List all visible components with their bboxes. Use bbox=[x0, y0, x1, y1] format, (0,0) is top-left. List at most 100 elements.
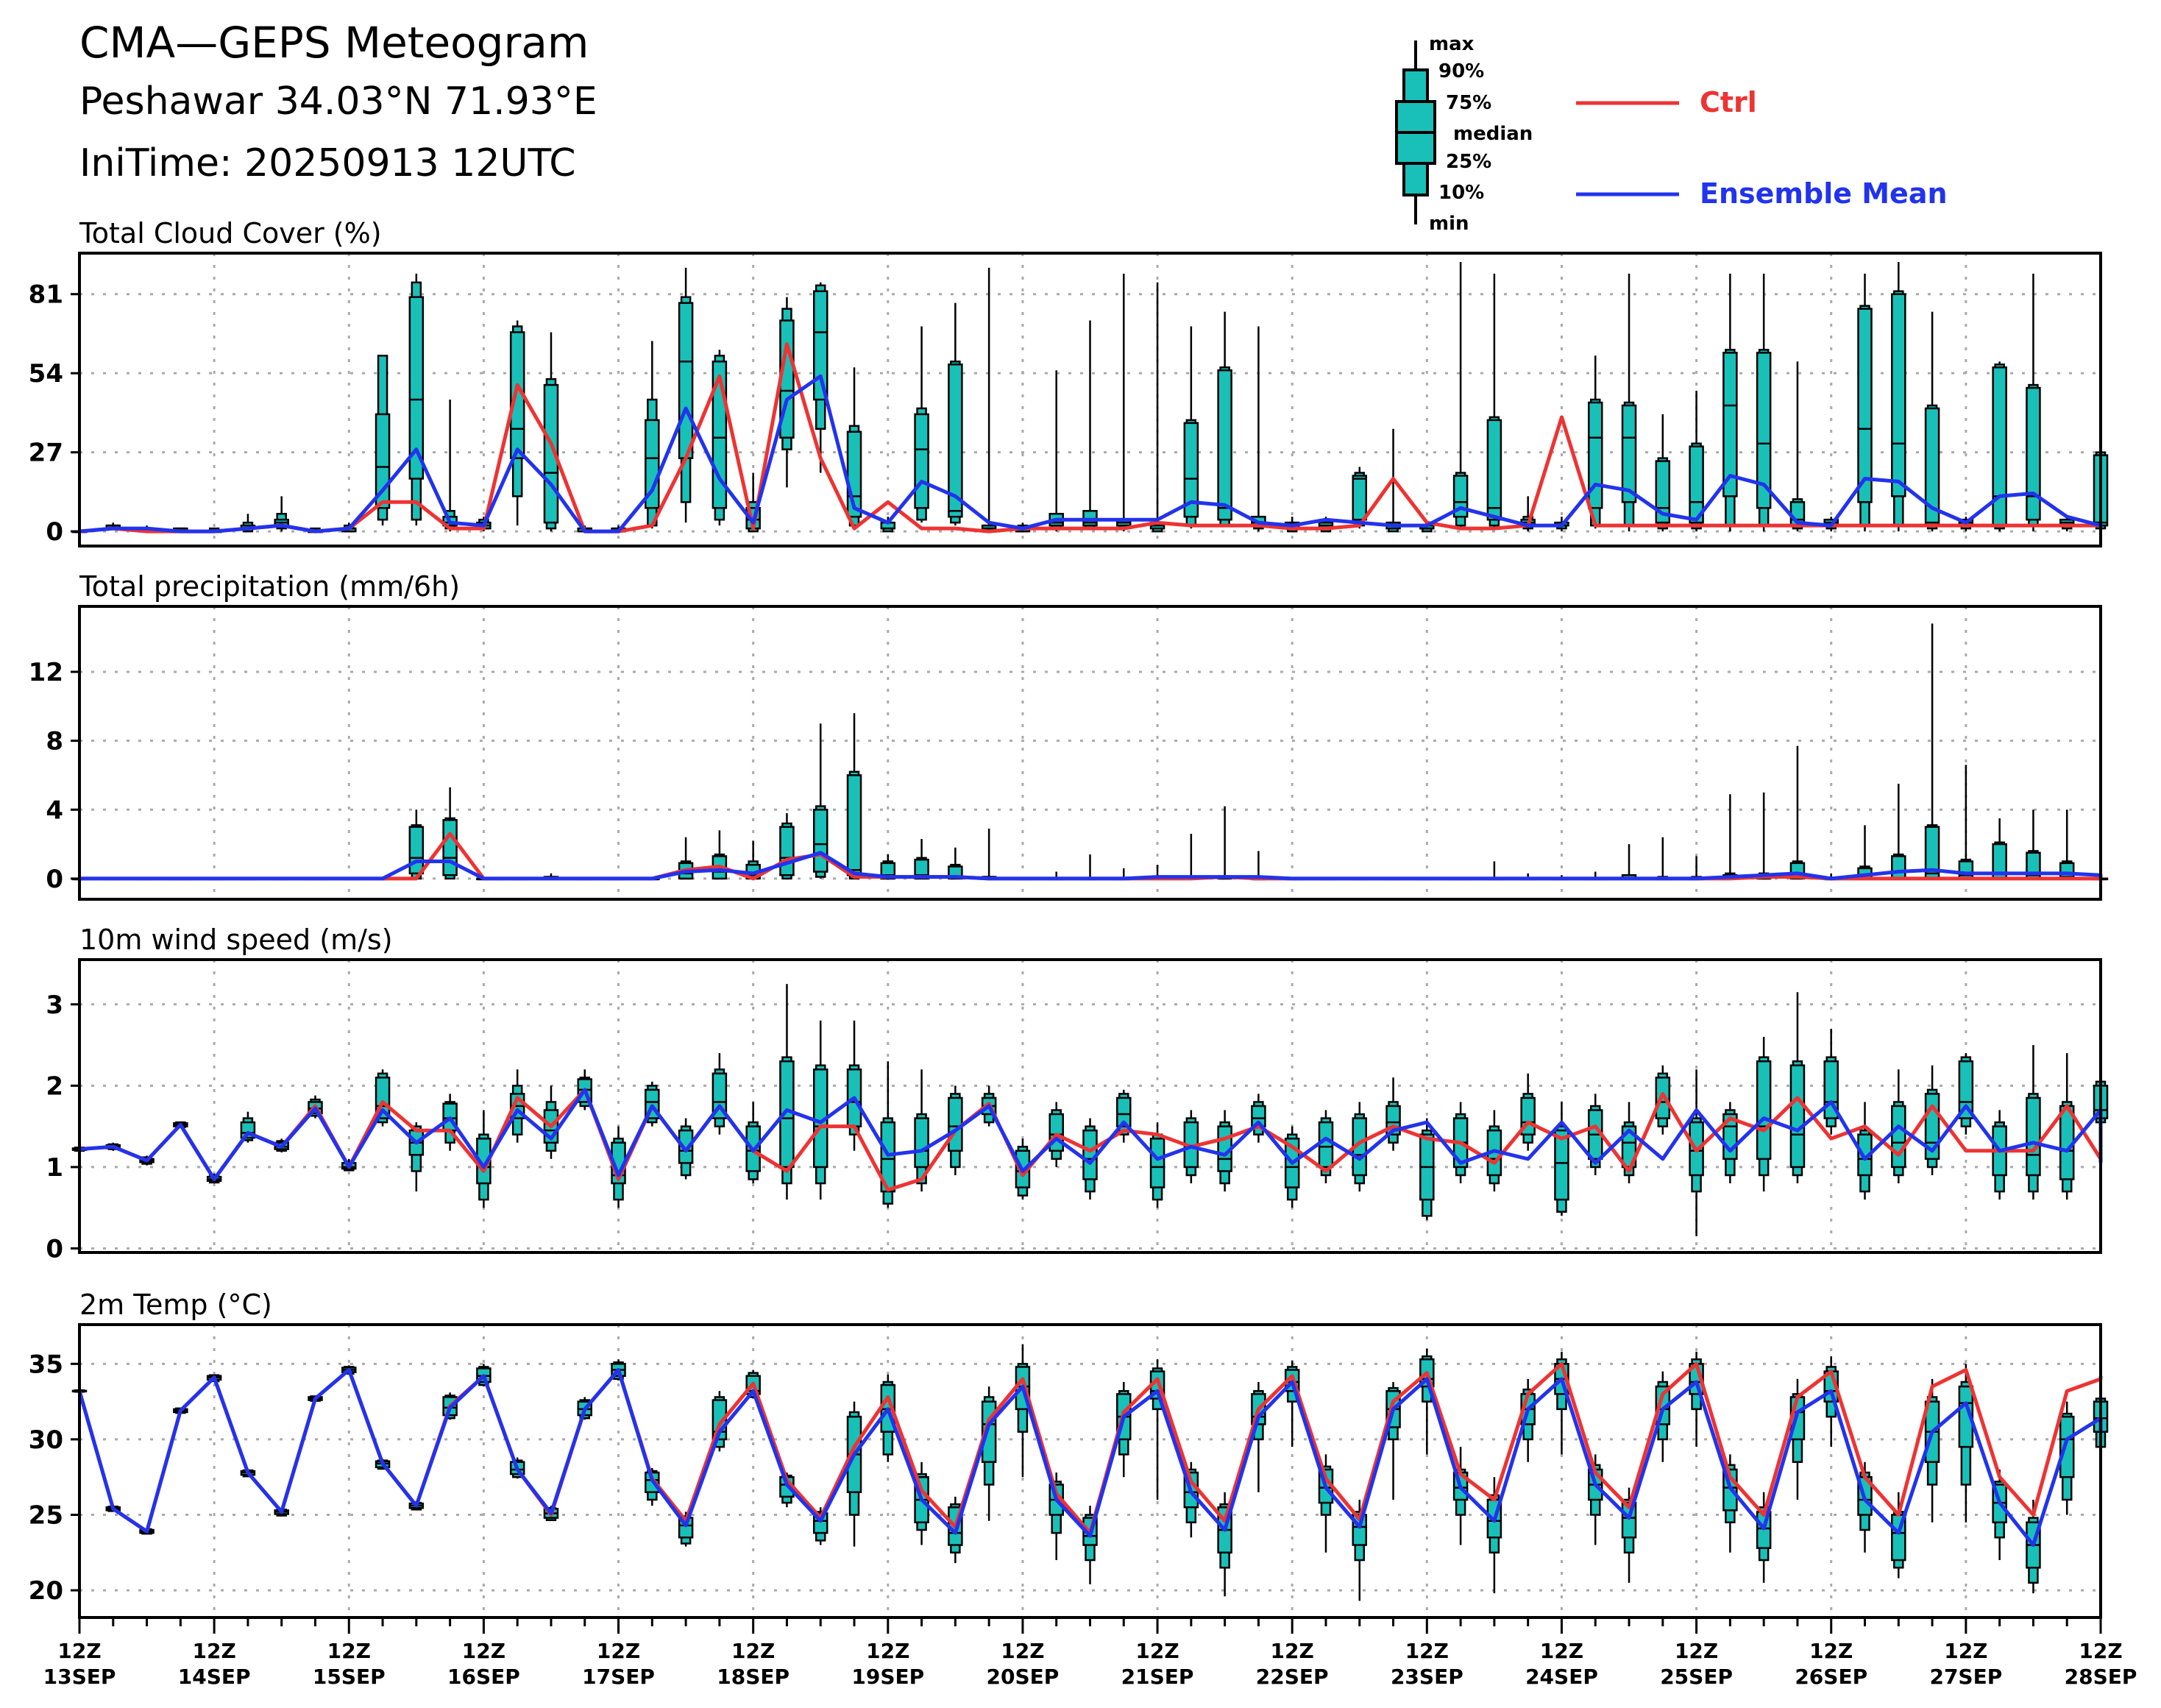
box-plot bbox=[1183, 834, 1199, 880]
box-plot bbox=[1520, 1073, 1536, 1151]
ensemble-mean-series-line bbox=[79, 374, 2103, 534]
box-25-75 bbox=[1756, 352, 1772, 509]
x-tick-label-hour: 12Z bbox=[462, 1639, 505, 1663]
box-plot bbox=[1823, 1028, 1839, 1135]
box-plot bbox=[779, 297, 795, 488]
box-plot bbox=[1655, 837, 1671, 881]
box-plot bbox=[509, 320, 525, 526]
box-plot bbox=[1486, 861, 1502, 881]
x-tick-label-hour: 12Z bbox=[2079, 1639, 2122, 1663]
box-plot bbox=[1149, 1122, 1165, 1208]
x-tick-label-date: 26SEP bbox=[1795, 1665, 1867, 1689]
station-label: Peshawar 34.03°N 71.93°E bbox=[79, 79, 597, 124]
box-25-75 bbox=[1891, 293, 1906, 497]
box-25-75 bbox=[812, 809, 828, 873]
box-25-75 bbox=[1352, 475, 1368, 521]
box-25-75 bbox=[1588, 401, 1603, 509]
panel-2: Total precipitation (mm/6h) 0 4 8 12 bbox=[29, 570, 2109, 901]
box-plot bbox=[1891, 784, 1906, 880]
legend-75-label: 75% bbox=[1446, 92, 1491, 114]
box-plot bbox=[1722, 273, 1738, 532]
panel-1: Total Cloud Cover (%) 0 27 54 81 bbox=[29, 217, 2109, 548]
box-plot bbox=[2059, 1401, 2075, 1515]
box-plot bbox=[1452, 261, 1469, 529]
box-25-75 bbox=[442, 819, 458, 876]
box-plot bbox=[1722, 794, 1738, 880]
box-25-75 bbox=[678, 1129, 694, 1164]
box-plot bbox=[1284, 1361, 1300, 1447]
box-plot bbox=[1992, 361, 2007, 532]
box-plot bbox=[1958, 1364, 1974, 1523]
legend-25-label: 25% bbox=[1446, 151, 1491, 173]
box-plot bbox=[1689, 856, 1704, 881]
y-tick-label: 0 bbox=[46, 865, 63, 894]
box-plot bbox=[2059, 1053, 2075, 1200]
x-tick-label-hour: 12Z bbox=[192, 1639, 235, 1663]
box-25-75 bbox=[1689, 445, 1704, 524]
box-plot bbox=[1857, 273, 1873, 532]
legend-ctrl-label: Ctrl bbox=[1700, 86, 1757, 118]
x-tick-label-hour: 12Z bbox=[1001, 1639, 1044, 1663]
box-25-75 bbox=[1857, 308, 1873, 503]
box-plot bbox=[981, 829, 997, 880]
box-25-75 bbox=[1554, 1129, 1569, 1201]
y-tick-label: 12 bbox=[29, 658, 63, 687]
box-plot bbox=[1992, 818, 2007, 880]
x-tick-label-hour: 12Z bbox=[57, 1639, 101, 1663]
box-plot bbox=[1116, 1089, 1132, 1143]
x-tick-label-hour: 12Z bbox=[1944, 1639, 1987, 1663]
box-plot bbox=[1217, 806, 1232, 880]
x-tick-label-hour: 12Z bbox=[1540, 1639, 1583, 1663]
legend-min-label: min bbox=[1429, 213, 1469, 235]
box-plot bbox=[1924, 1065, 1940, 1175]
box-25-75 bbox=[1217, 369, 1232, 521]
box-25-75 bbox=[1486, 419, 1502, 521]
box-plot bbox=[1217, 311, 1232, 527]
box-25-75 bbox=[1958, 1385, 1974, 1448]
box-plot bbox=[2026, 809, 2041, 880]
box-plot bbox=[948, 847, 963, 880]
ensemble-mean-series-line bbox=[77, 1368, 2103, 1547]
box-plot bbox=[1284, 1126, 1300, 1208]
box-25-75 bbox=[1621, 404, 1637, 503]
box-plot bbox=[1588, 1094, 1603, 1175]
box-plot bbox=[1891, 1492, 1906, 1578]
y-tick-label: 2 bbox=[46, 1071, 63, 1101]
box-25-75 bbox=[812, 290, 828, 401]
ctrl-series-line bbox=[79, 1088, 2103, 1192]
panel-frame bbox=[78, 958, 2102, 1254]
x-tick-label-hour: 12Z bbox=[1135, 1639, 1179, 1663]
panel-frame bbox=[78, 252, 2102, 548]
y-tick-label: 27 bbox=[29, 439, 63, 468]
y-tick-label: 0 bbox=[46, 517, 63, 547]
box-plot bbox=[1082, 1118, 1098, 1200]
legend-mean-label: Ensemble Mean bbox=[1700, 177, 1948, 210]
box-plot bbox=[1385, 1077, 1401, 1151]
legend-box-glyph bbox=[1395, 40, 1436, 224]
box-plot bbox=[1655, 1065, 1671, 1135]
box-plot bbox=[1958, 765, 1974, 880]
box-plot bbox=[678, 267, 694, 523]
box-plot bbox=[408, 1122, 425, 1192]
y-tick-label: 54 bbox=[29, 359, 63, 389]
box-plot bbox=[1924, 623, 1940, 880]
box-plot bbox=[645, 341, 660, 529]
x-tick-label-date: 18SEP bbox=[717, 1665, 789, 1689]
box-plot bbox=[1891, 1069, 1906, 1184]
box-plot bbox=[1992, 1110, 2007, 1200]
x-tick-label-date: 20SEP bbox=[987, 1665, 1060, 1689]
box-plot bbox=[880, 1061, 896, 1208]
y-tick-label: 81 bbox=[29, 280, 63, 310]
x-tick-label-hour: 12Z bbox=[1405, 1639, 1449, 1663]
box-plot bbox=[914, 839, 929, 880]
box-plot bbox=[981, 267, 997, 533]
box-plot bbox=[914, 326, 929, 523]
box-plot bbox=[2026, 1045, 2041, 1200]
x-tick-label-date: 24SEP bbox=[1525, 1665, 1598, 1689]
box-plot bbox=[1789, 992, 1806, 1184]
box-plot bbox=[1958, 1053, 1974, 1135]
legend: max 90% 75% median 25% 10% min Ctrl Ense… bbox=[1395, 33, 1948, 235]
panel-title: Total Cloud Cover (%) bbox=[79, 217, 382, 249]
box-25-75 bbox=[712, 1072, 728, 1119]
